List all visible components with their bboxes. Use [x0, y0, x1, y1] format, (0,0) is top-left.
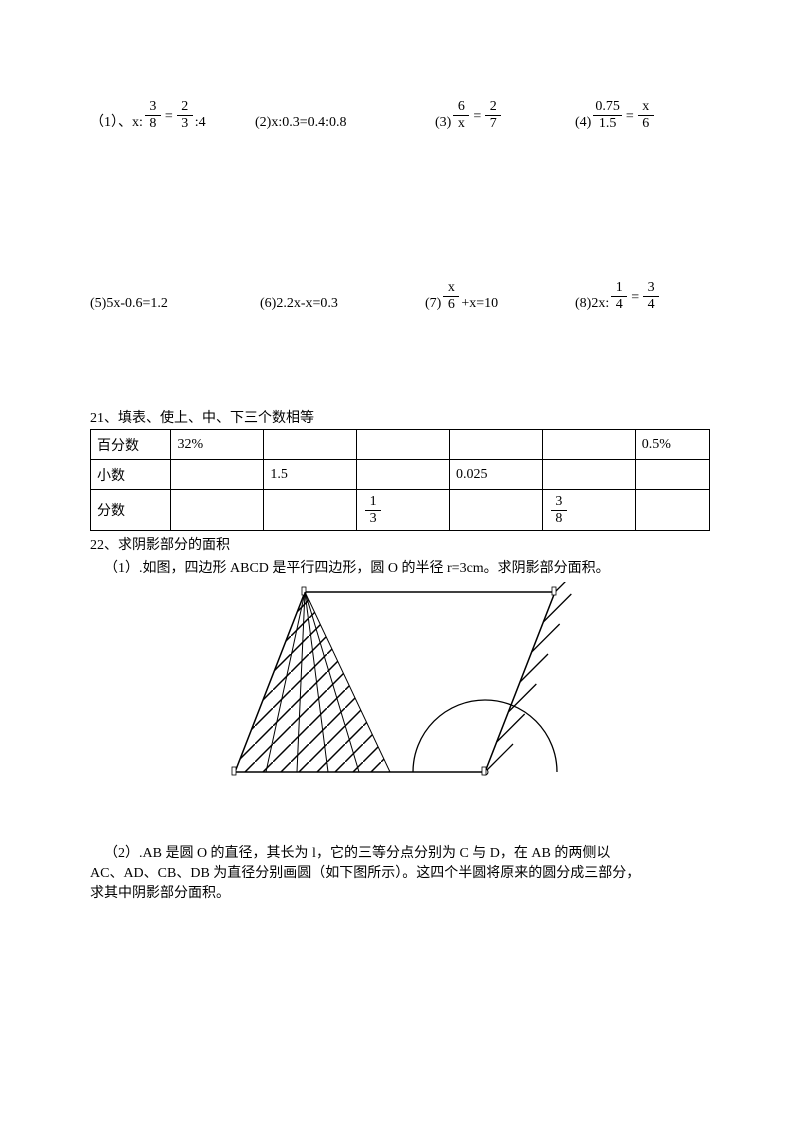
eq-5: (5)5x-0.6=1.2: [90, 296, 250, 312]
table-frac-1: 1 3: [365, 495, 381, 526]
eq-1-frac1: 3 8: [145, 100, 161, 131]
eq-1-frac2: 2 3: [177, 100, 193, 131]
eq-1-suffix: :4: [195, 115, 206, 131]
worksheet-page: （1）、x: 3 8 = 2 3 :4 (2)x:0.3=0.4:0.8 (3)…: [0, 0, 800, 1130]
q22-sub1: （1）.如图，四边形 ABCD 是平行四边形，圆 O 的半径 r=3cm。求阴影…: [90, 557, 710, 577]
table-row: 小数 1.5 0.025: [91, 460, 710, 490]
equation-row-1: （1）、x: 3 8 = 2 3 :4 (2)x:0.3=0.4:0.8 (3)…: [90, 100, 710, 131]
eq-3: (3) 6 x = 2 7: [435, 100, 565, 131]
table-row: 分数 1 3 3 8: [91, 490, 710, 531]
equation-row-2: (5)5x-0.6=1.2 (6)2.2x-x=0.3 (7) x 6 +x=1…: [90, 281, 710, 312]
q22-sub2: （2）.AB 是圆 O 的直径，其长为 l，它的三等分点分别为 C 与 D，在 …: [90, 842, 710, 902]
q21-table: 百分数 32% 0.5% 小数 1.5 0.025 分数: [90, 429, 710, 531]
q22-title: 22、求阴影部分的面积: [90, 534, 710, 554]
question-22: 22、求阴影部分的面积 （1）.如图，四边形 ABCD 是平行四边形，圆 O 的…: [90, 534, 710, 902]
question-21: 21、填表、使上、中、下三个数相等 百分数 32% 0.5% 小数 1.5 0.: [90, 407, 710, 531]
eq-6: (6)2.2x-x=0.3: [260, 296, 415, 312]
parallelogram-diagram: [165, 582, 635, 797]
q22-diagram-wrap: [90, 582, 710, 797]
eq-1: （1）、x: 3 8 = 2 3 :4: [90, 100, 245, 131]
table-row: 百分数 32% 0.5%: [91, 430, 710, 460]
table-frac-2: 3 8: [551, 495, 567, 526]
eq-4: (4) 0.75 1.5 = x 6: [575, 100, 656, 131]
eq-7: (7) x 6 +x=10: [425, 281, 565, 312]
eq-8: (8)2x: 1 4 = 3 4: [575, 281, 661, 312]
q21-title: 21、填表、使上、中、下三个数相等: [90, 407, 710, 427]
eq-2: (2)x:0.3=0.4:0.8: [255, 115, 425, 131]
eq-1-prefix: （1）、x:: [90, 111, 143, 131]
